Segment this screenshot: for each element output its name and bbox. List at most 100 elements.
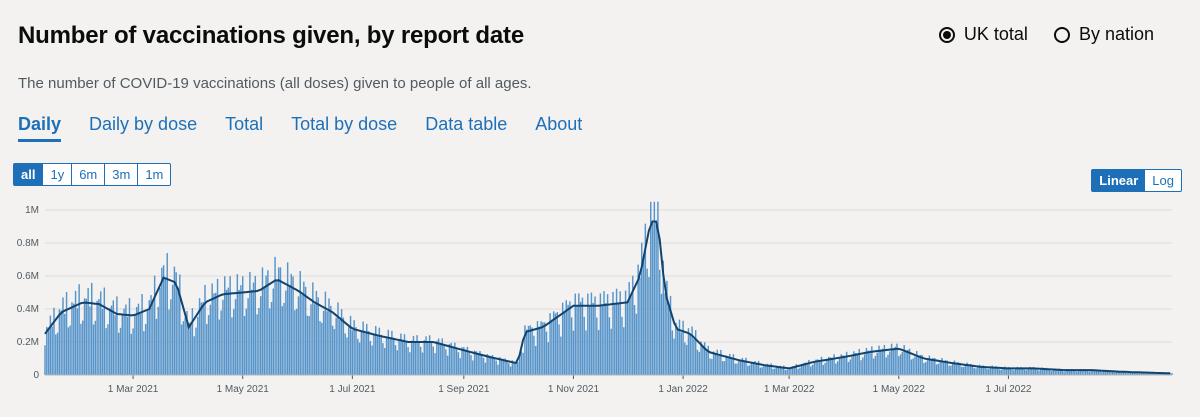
daily-bar bbox=[1070, 369, 1073, 375]
daily-bar bbox=[274, 256, 276, 375]
daily-bar bbox=[175, 272, 177, 375]
daily-bar bbox=[1088, 371, 1091, 375]
range-1m-button[interactable]: 1m bbox=[145, 167, 164, 182]
tab-data-table[interactable]: Data table bbox=[425, 114, 508, 134]
daily-bar bbox=[103, 287, 106, 375]
daily-bar bbox=[632, 275, 634, 375]
radio-uk-total[interactable]: UK total bbox=[938, 24, 1028, 45]
daily-bar bbox=[851, 356, 853, 375]
daily-bar bbox=[484, 362, 487, 375]
daily-bar bbox=[806, 363, 808, 375]
daily-bar bbox=[547, 342, 550, 375]
daily-bar bbox=[579, 301, 582, 375]
daily-bar bbox=[856, 353, 859, 375]
daily-bar bbox=[427, 341, 429, 375]
daily-bar bbox=[1050, 371, 1053, 375]
daily-bar bbox=[364, 333, 366, 375]
daily-bar bbox=[881, 348, 884, 375]
daily-bar bbox=[648, 277, 650, 375]
daily-bar bbox=[1128, 371, 1130, 375]
daily-bar bbox=[935, 364, 938, 375]
scale-linear-button[interactable]: Linear bbox=[1092, 170, 1146, 191]
range-3m-button[interactable]: 3m bbox=[105, 164, 139, 185]
daily-bar bbox=[1129, 371, 1132, 375]
daily-bar bbox=[233, 309, 235, 375]
daily-bar bbox=[98, 299, 100, 375]
seven-day-average-line bbox=[44, 220, 1171, 375]
daily-bar bbox=[245, 308, 248, 375]
daily-bar bbox=[132, 328, 134, 375]
daily-bar bbox=[490, 356, 492, 375]
daily-bar bbox=[673, 338, 675, 375]
daily-bar bbox=[96, 300, 98, 375]
daily-bar bbox=[330, 305, 332, 375]
daily-bar bbox=[392, 337, 395, 375]
daily-bar bbox=[328, 298, 330, 375]
daily-bar bbox=[463, 347, 465, 375]
radio-selected-icon bbox=[938, 26, 955, 43]
daily-bar bbox=[1138, 373, 1141, 375]
daily-bar bbox=[1097, 370, 1100, 375]
daily-bar bbox=[247, 298, 249, 375]
tab-daily[interactable]: Daily bbox=[18, 114, 62, 142]
tab-about[interactable]: About bbox=[535, 114, 583, 134]
daily-bar bbox=[344, 333, 346, 375]
daily-bar bbox=[405, 340, 408, 375]
range-6m-button[interactable]: 6m bbox=[72, 164, 106, 185]
daily-bar bbox=[960, 366, 963, 375]
daily-bar bbox=[288, 286, 291, 375]
daily-bar bbox=[101, 308, 104, 375]
daily-bar bbox=[1122, 371, 1125, 375]
daily-bar bbox=[500, 358, 503, 375]
daily-bar bbox=[197, 316, 199, 375]
daily-bar bbox=[240, 285, 242, 375]
daily-bar bbox=[926, 360, 929, 375]
daily-bar bbox=[966, 362, 968, 375]
range-1y-button[interactable]: 1y bbox=[43, 164, 73, 185]
y-tick-label: 1M bbox=[25, 205, 39, 216]
daily-bar bbox=[811, 364, 814, 375]
daily-bar bbox=[617, 302, 620, 375]
daily-bar bbox=[173, 266, 176, 375]
daily-bar bbox=[641, 242, 643, 375]
daily-bar bbox=[265, 275, 267, 375]
daily-bar bbox=[105, 328, 107, 375]
daily-bar bbox=[998, 369, 1001, 375]
daily-bar bbox=[290, 273, 292, 375]
daily-bar bbox=[1018, 368, 1020, 375]
daily-bar bbox=[1043, 369, 1046, 375]
daily-bar bbox=[419, 346, 422, 375]
daily-bar bbox=[473, 350, 476, 375]
radio-by-nation[interactable]: By nation bbox=[1053, 24, 1154, 45]
daily-bar bbox=[910, 359, 913, 375]
chart-tabs: Daily Daily by dose Total Total by dose … bbox=[18, 114, 582, 142]
daily-bar bbox=[1086, 370, 1089, 375]
range-all-button[interactable]: all bbox=[14, 164, 44, 185]
daily-bar bbox=[772, 368, 774, 375]
daily-bar bbox=[615, 288, 618, 375]
daily-bar bbox=[996, 367, 999, 375]
daily-bar bbox=[184, 317, 186, 375]
daily-bar bbox=[1108, 370, 1110, 375]
tab-total-by-dose[interactable]: Total by dose bbox=[291, 114, 398, 134]
daily-bar bbox=[610, 328, 612, 375]
daily-bar bbox=[993, 367, 995, 375]
daily-bar bbox=[493, 357, 496, 375]
tab-daily-by-dose[interactable]: Daily by dose bbox=[89, 114, 198, 134]
daily-bar bbox=[488, 355, 490, 375]
daily-bar bbox=[229, 276, 231, 375]
daily-bar bbox=[637, 264, 639, 375]
daily-bar bbox=[741, 357, 744, 375]
daily-bar bbox=[509, 366, 512, 375]
daily-bar bbox=[186, 311, 188, 375]
tab-total[interactable]: Total bbox=[225, 114, 264, 134]
daily-bar bbox=[191, 308, 194, 375]
scale-log-button[interactable]: Log bbox=[1152, 173, 1174, 188]
daily-bar bbox=[653, 201, 656, 375]
daily-bar bbox=[982, 365, 984, 375]
daily-bar bbox=[206, 323, 208, 375]
daily-bar bbox=[977, 366, 979, 375]
daily-bar bbox=[107, 324, 109, 375]
daily-bar bbox=[880, 349, 882, 375]
daily-bar bbox=[83, 298, 86, 375]
